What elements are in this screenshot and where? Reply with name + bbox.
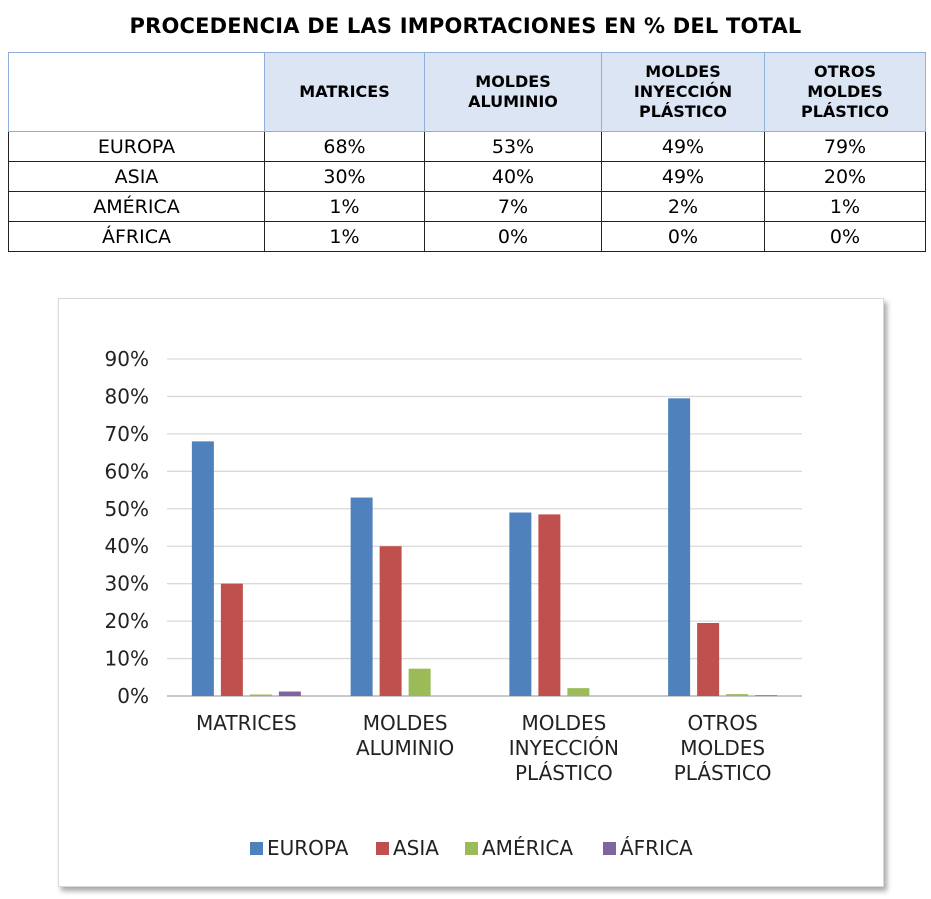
x-tick-label: OTROS: [687, 711, 757, 735]
row-label: ASIA: [8, 161, 265, 192]
bar: [220, 583, 243, 696]
row-label: AMÉRICA: [8, 191, 265, 222]
bar: [379, 546, 402, 696]
table-cell: 20%: [764, 161, 926, 192]
y-tick-label: 10%: [105, 647, 149, 671]
legend-label: EUROPA: [267, 836, 349, 860]
x-tick-label: MOLDES: [680, 736, 765, 760]
legend-swatch: [465, 842, 478, 855]
data-table: MATRICES MOLDES ALUMINIO MOLDES INYECCIÓN P…: [8, 52, 926, 252]
x-tick-label: INYECCIÓN: [509, 736, 619, 760]
column-header-line: MOLDES: [645, 62, 721, 81]
x-tick-label: MOLDES: [521, 711, 606, 735]
x-tick-label: ALUMINIO: [356, 736, 454, 760]
x-tick-label: MATRICES: [196, 711, 297, 735]
column-header-line: PLÁSTICO: [638, 102, 728, 121]
y-tick-label: 50%: [105, 497, 149, 521]
column-header-line: MOLDES: [475, 72, 551, 91]
legend-swatch: [250, 842, 263, 855]
bar: [726, 694, 749, 696]
legend-swatch: [376, 842, 389, 855]
table-row: AMÉRICA 1% 7% 2% 1%: [8, 191, 926, 222]
column-header: MOLDES INYECCIÓN PLÁSTICO: [601, 52, 765, 132]
table-cell: 68%: [264, 131, 425, 162]
table-cell: 1%: [264, 191, 425, 222]
table-cell: 0%: [764, 221, 926, 252]
y-tick-label: 90%: [105, 347, 149, 371]
table-cell: 7%: [424, 191, 602, 222]
bar: [567, 688, 590, 696]
chart-card: 0% 10% 20% 30% 40% 50% 60% 70% 80% 90% MATRICES MOL…: [58, 298, 884, 887]
page-title: PROCEDENCIA DE LAS IMPORTACIONES EN % DE…: [129, 14, 802, 38]
table-corner-cell: [8, 52, 265, 132]
table-cell: 53%: [424, 131, 602, 162]
bar: [697, 622, 720, 696]
table-cell: 0%: [424, 221, 602, 252]
y-tick-label: 70%: [105, 422, 149, 446]
legend-label: ASIA: [393, 836, 439, 860]
column-header-line: PLÁSTICO: [800, 102, 890, 121]
y-tick-label: 0%: [117, 684, 149, 708]
bar: [538, 514, 561, 696]
bar: [249, 694, 272, 696]
y-tick-label: 20%: [105, 609, 149, 633]
table-cell: 2%: [601, 191, 765, 222]
table-header-row: MATRICES MOLDES ALUMINIO MOLDES INYECCIÓN P…: [8, 52, 926, 132]
bar: [755, 695, 778, 696]
table-cell: 49%: [601, 161, 765, 192]
x-tick-label: PLÁSTICO: [674, 761, 772, 785]
column-header-line: OTROS: [814, 62, 876, 81]
table-row: ASIA 30% 40% 49% 20%: [8, 161, 926, 192]
bar-chart: 0% 10% 20% 30% 40% 50% 60% 70% 80% 90% MATRICES MOL…: [105, 347, 802, 860]
column-header-line: MATRICES: [299, 82, 390, 101]
x-tick-label: MOLDES: [363, 711, 448, 735]
legend-label: ÁFRICA: [620, 836, 693, 860]
y-tick-label: 60%: [105, 459, 149, 483]
bar: [278, 691, 301, 696]
bar: [191, 441, 214, 696]
table-row: ÁFRICA 1% 0% 0% 0%: [8, 221, 926, 252]
bar: [668, 398, 691, 696]
table-row: EUROPA 68% 53% 49% 79%: [8, 131, 926, 162]
table-cell: 40%: [424, 161, 602, 192]
bar: [408, 668, 431, 696]
legend-swatch: [603, 842, 616, 855]
bar: [350, 497, 373, 696]
bar: [509, 512, 532, 696]
row-label: ÁFRICA: [8, 221, 265, 252]
table-cell: 79%: [764, 131, 926, 162]
column-header-line: MOLDES: [807, 82, 883, 101]
column-header: MOLDES ALUMINIO: [424, 52, 602, 132]
y-tick-label: 80%: [105, 384, 149, 408]
column-header-line: INYECCIÓN: [633, 82, 733, 101]
column-header-line: ALUMINIO: [468, 92, 558, 111]
y-tick-label: 30%: [105, 572, 149, 596]
table-cell: 1%: [764, 191, 926, 222]
x-tick-label: PLÁSTICO: [515, 761, 613, 785]
column-header: OTROS MOLDES PLÁSTICO: [764, 52, 926, 132]
column-header: MATRICES: [264, 52, 425, 132]
legend-label: AMÉRICA: [482, 836, 573, 860]
table-cell: 0%: [601, 221, 765, 252]
table-cell: 49%: [601, 131, 765, 162]
row-label: EUROPA: [8, 131, 265, 162]
table-cell: 30%: [264, 161, 425, 192]
table-cell: 1%: [264, 221, 425, 252]
y-tick-label: 40%: [105, 534, 149, 558]
